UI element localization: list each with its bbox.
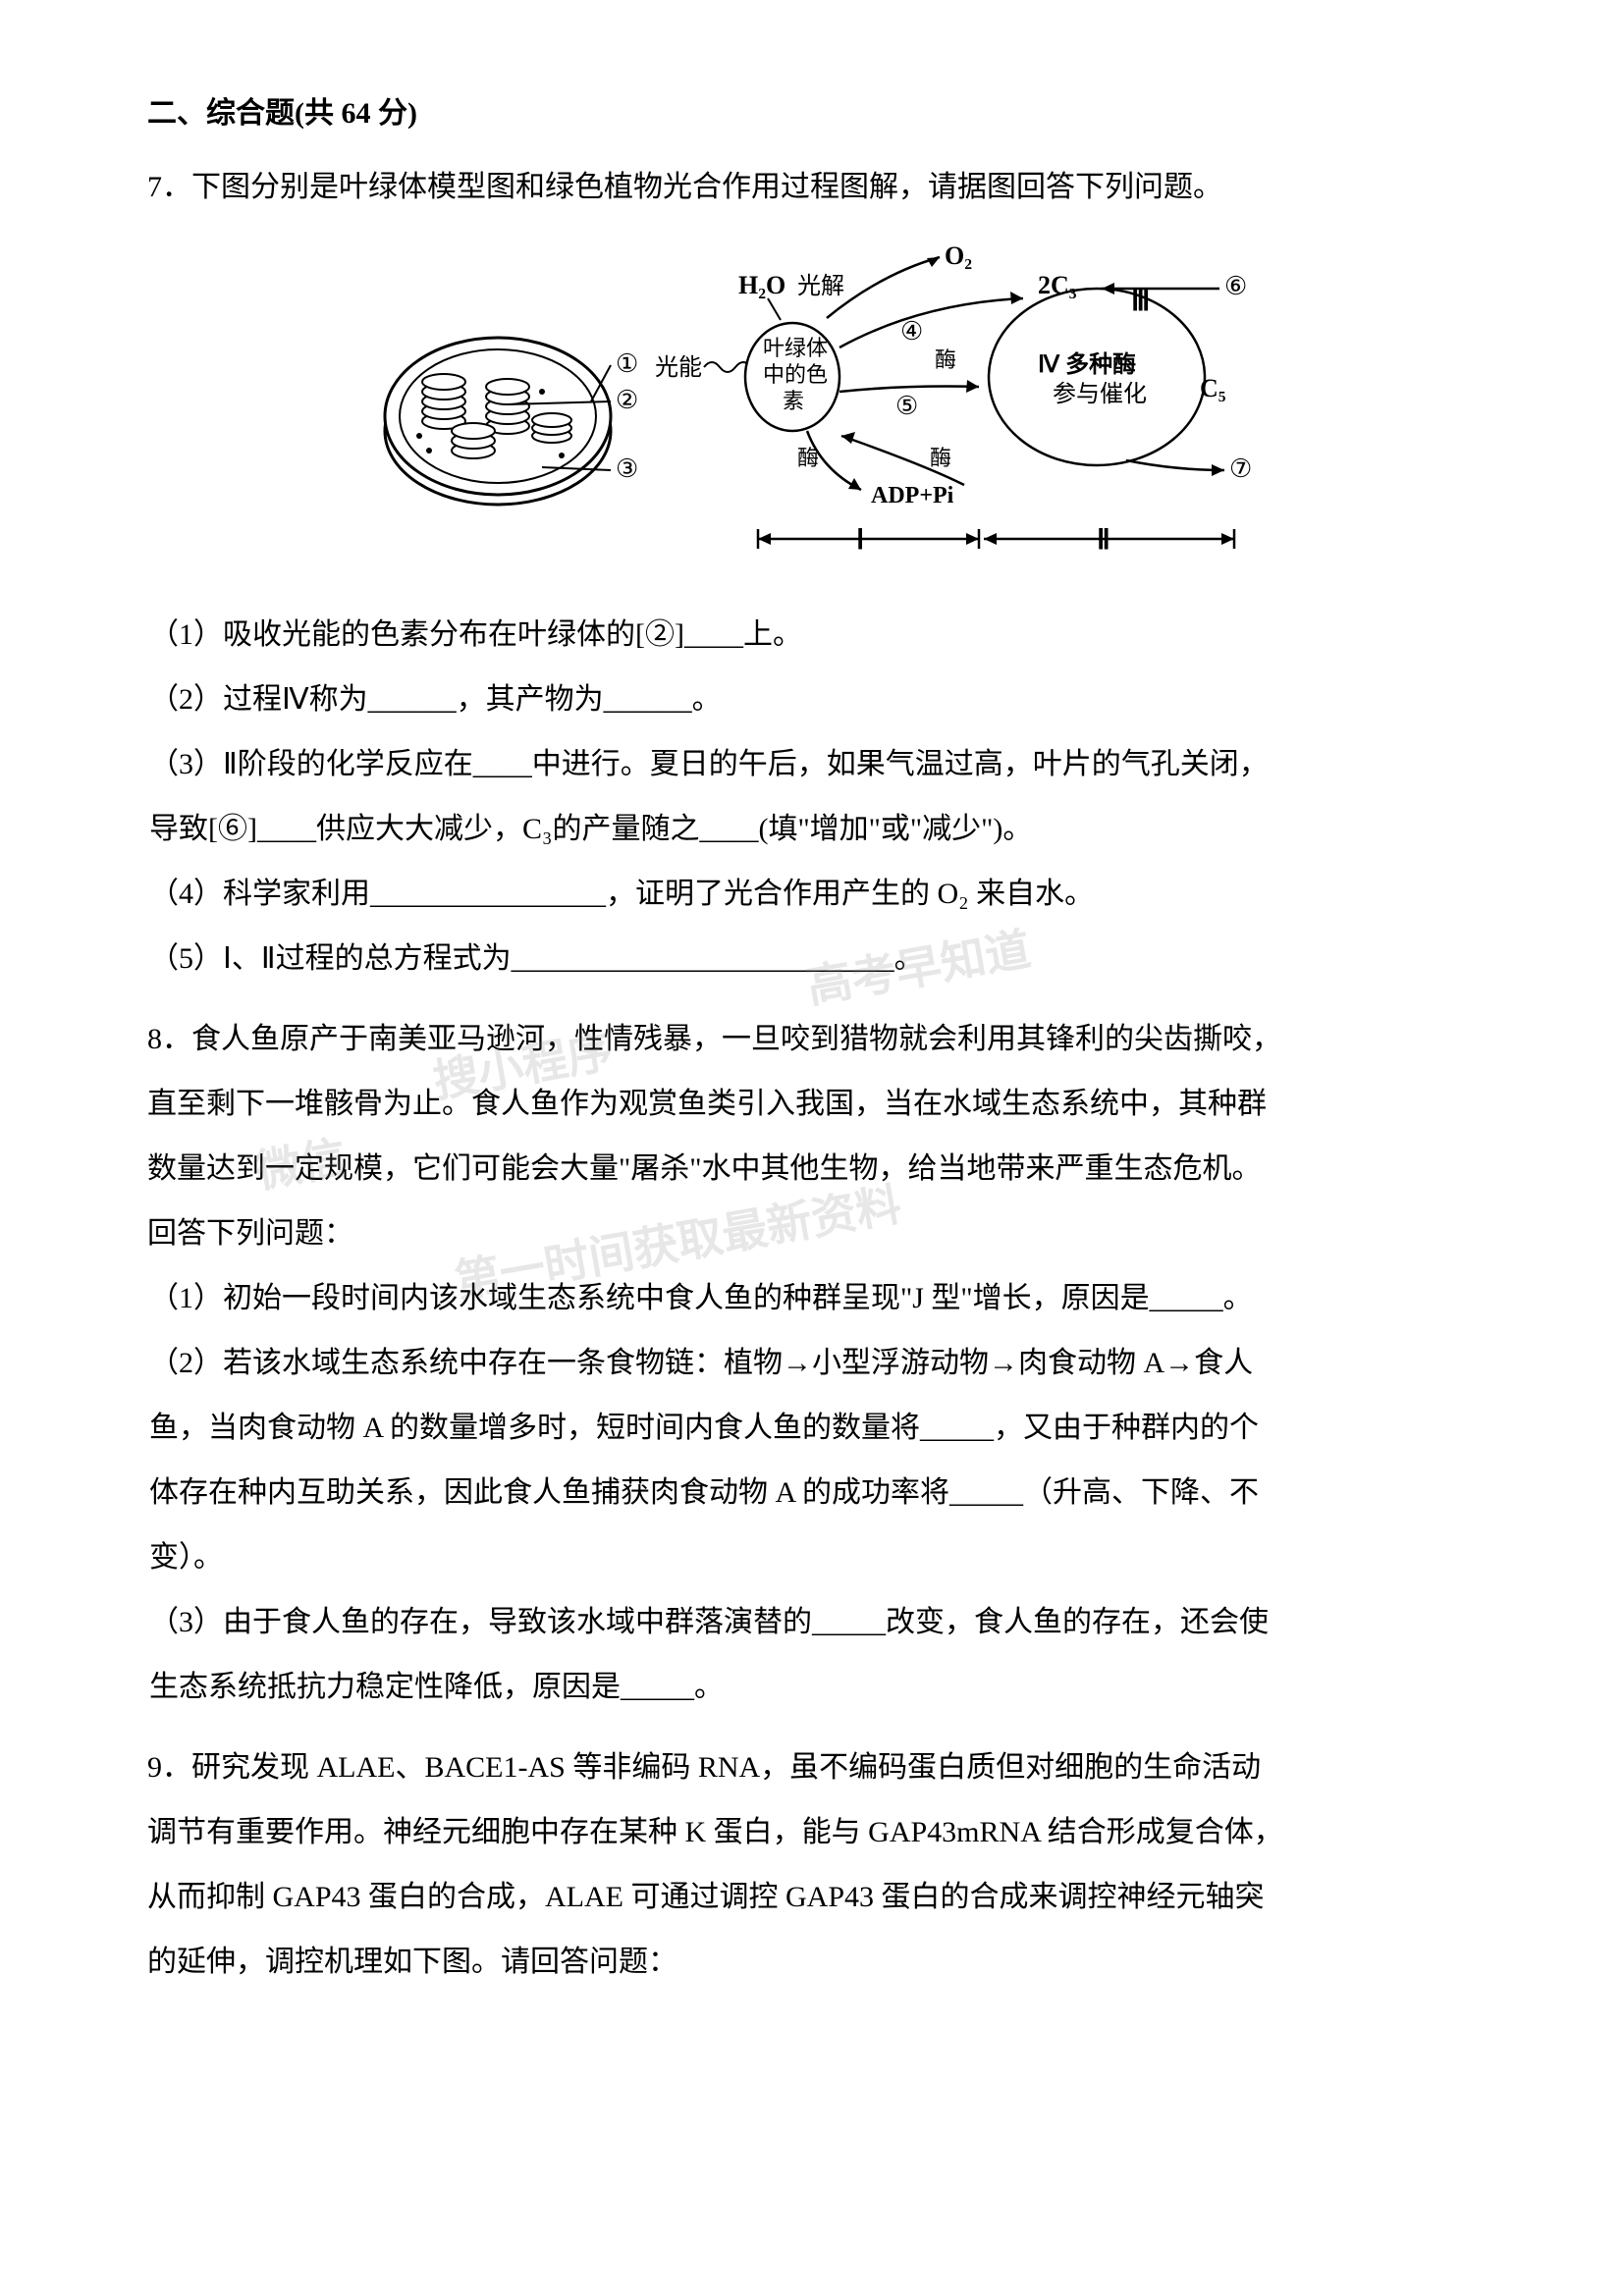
q9-prompt-line4: 的延伸，调控机理如下图。请回答问题： (147, 1930, 1477, 1995)
light-energy-label: 光能 (655, 354, 702, 381)
enzyme-3: 酶 (930, 446, 951, 470)
chloro-box-l3: 素 (783, 389, 804, 413)
roman-ii: Ⅱ (1097, 525, 1110, 556)
q9-prompt-line1: 9．研究发现 ALAE、BACE1-AS 等非编码 RNA，虽不编码蛋白质但对细… (147, 1735, 1477, 1800)
h2o-label: H₂O (738, 271, 785, 299)
chloro-box-l1: 叶绿体 (763, 336, 828, 360)
adp-pi-label: ADP+Pi (871, 483, 954, 508)
q8-sub2-line3: 体存在种内互助关系，因此食人鱼捕获肉食动物 A 的成功率将_____（升高、下降… (147, 1461, 1477, 1525)
q7-sub2: （2）过程Ⅳ称为______，其产物为______。 (147, 667, 1477, 732)
q9-prompt-line3: 从而抑制 GAP43 蛋白的合成，ALAE 可通过调控 GAP43 蛋白的合成来… (147, 1865, 1477, 1930)
label-1: ① (616, 349, 638, 378)
multi-enzyme-l2: 参与催化 (1053, 381, 1147, 407)
label-2: ② (616, 386, 638, 414)
label-5: ⑤ (895, 392, 918, 420)
q8-sub3-line2: 生态系统抵抗力稳定性降低，原因是_____。 (147, 1655, 1477, 1720)
c5-label: C₅ (1200, 374, 1226, 402)
q8-prompt-line3: 数量达到一定规模，它们可能会大量"屠杀"水中其他生物，给当地带来严重生态危机。 (147, 1137, 1477, 1201)
roman-iii: Ⅲ (1131, 287, 1150, 317)
q8-prompt-line2: 直至剩下一堆骸骨为止。食人鱼作为观赏鱼类引入我国，当在水域生态系统中，其种群 (147, 1072, 1477, 1137)
multi-enzyme-l1: Ⅳ 多种酶 (1038, 350, 1136, 378)
diagram-container: ① ② ③ 光能 叶绿体 中的色 素 H₂O 光解 O₂ (147, 220, 1477, 603)
roman-i: Ⅰ (856, 525, 864, 556)
q7-sub3-line1: （3）Ⅱ阶段的化学反应在____中进行。夏日的午后，如果气温过高，叶片的气孔关闭… (147, 732, 1477, 797)
q8-prompt-line1: 8．食人鱼原产于南美亚马逊河，性情残暴，一旦咬到猎物就会利用其锋利的尖齿撕咬， (147, 1007, 1477, 1072)
o2-label: O₂ (945, 241, 972, 270)
enzyme-1: 酶 (935, 347, 956, 372)
chloro-box-l2: 中的色 (763, 362, 828, 387)
chloroplast-model (385, 338, 611, 505)
question-9: 9．研究发现 ALAE、BACE1-AS 等非编码 RNA，虽不编码蛋白质但对细… (147, 1735, 1477, 1995)
q7-prompt: 7．下图分别是叶绿体模型图和绿色植物光合作用过程图解，请据图回答下列问题。 (147, 155, 1477, 220)
label-4: ④ (900, 317, 923, 346)
section-title: 二、综合题(共 64 分) (147, 88, 1477, 132)
q8-sub2-line1: （2）若该水域生态系统中存在一条食物链：植物→小型浮游动物→肉食动物 A→食人 (147, 1331, 1477, 1396)
q9-prompt-line2: 调节有重要作用。神经元细胞中存在某种 K 蛋白，能与 GAP43mRNA 结合形… (147, 1800, 1477, 1865)
q8-sub3-line1: （3）由于食人鱼的存在，导致该水域中群落演替的_____改变，食人鱼的存在，还会… (147, 1590, 1477, 1655)
question-7: 7．下图分别是叶绿体模型图和绿色植物光合作用过程图解，请据图回答下列问题。 (147, 155, 1477, 991)
q8-prompt-line4: 回答下列问题： (147, 1201, 1477, 1266)
label-6: ⑥ (1224, 272, 1247, 300)
q8-sub1: （1）初始一段时间内该水域生态系统中食人鱼的种群呈现"J 型"增长，原因是___… (147, 1266, 1477, 1331)
question-8: 8．食人鱼原产于南美亚马逊河，性情残暴，一旦咬到猎物就会利用其锋利的尖齿撕咬， … (147, 1007, 1477, 1720)
light-split-label: 光解 (797, 273, 844, 299)
q7-sub5: （5）Ⅰ、Ⅱ过程的总方程式为__________________________… (147, 927, 1477, 991)
q8-sub2-line4: 变）。 (147, 1525, 1477, 1590)
q7-sub1: （1）吸收光能的色素分布在叶绿体的[②]____上。 (147, 603, 1477, 667)
q8-sub2-line2: 鱼，当肉食动物 A 的数量增多时，短时间内食人鱼的数量将_____，又由于种群内… (147, 1396, 1477, 1461)
label-7: ⑦ (1229, 454, 1252, 483)
q7-sub4: （4）科学家利用________________，证明了光合作用产生的 O₂ 来… (147, 862, 1477, 927)
q7-sub3-line2: 导致[⑥]____供应大大减少，C₃的产量随之____(填"增加"或"减少")。 (147, 797, 1477, 862)
photosynthesis-diagram: ① ② ③ 光能 叶绿体 中的色 素 H₂O 光解 O₂ (370, 240, 1254, 573)
label-3: ③ (616, 454, 638, 483)
